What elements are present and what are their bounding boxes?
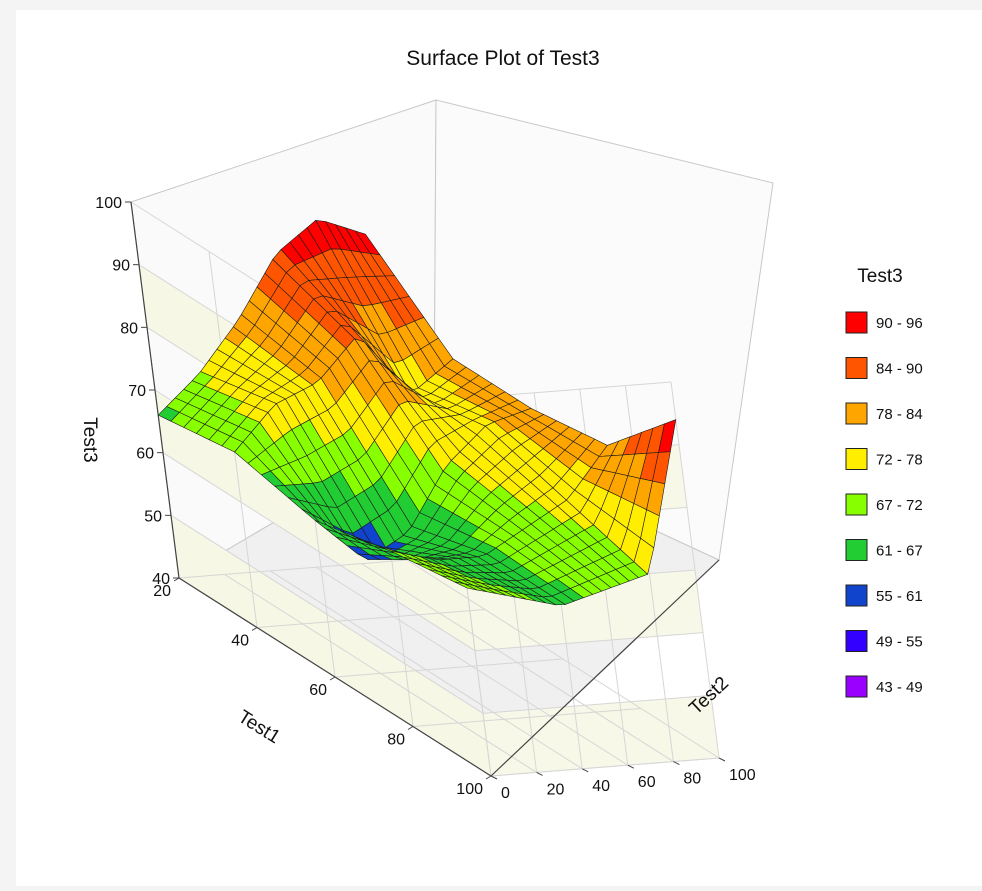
x-tick-label: 60 (309, 682, 327, 699)
y-tick-mark (581, 768, 589, 773)
legend-swatch (845, 448, 868, 470)
chart-panel: Surface Plot of Test3 40 50 60 70 80 90 100 20 4… (16, 10, 982, 886)
z-axis-label: Test3 (79, 417, 100, 462)
x-tick-mark (251, 627, 258, 631)
gridline (315, 566, 629, 766)
y-tick-mark (627, 764, 635, 769)
gridline (256, 609, 486, 628)
x-tick-mark (485, 775, 492, 780)
z-tick-label: 90 (112, 258, 130, 275)
gridline (490, 757, 720, 777)
gridline (178, 559, 408, 579)
y-tick-label: 0 (501, 785, 510, 802)
gridline (170, 514, 484, 714)
y-tick-mark (536, 771, 543, 776)
z-tick-label: 50 (144, 508, 162, 525)
z-tick-label: 60 (136, 446, 154, 463)
legend-swatch (845, 402, 868, 425)
gridline (269, 570, 583, 770)
legend-item-label: 67 - 72 (876, 497, 923, 514)
surface-chart: Surface Plot of Test3 405060708090100204… (79, 47, 923, 802)
y-axis-line (490, 559, 720, 777)
y-tick-label: 60 (638, 774, 656, 791)
gridline (334, 658, 564, 678)
z-tick-label: 70 (128, 383, 146, 400)
legend-swatch (845, 539, 868, 561)
legend-title: Test3 (857, 266, 902, 287)
surface-cell (454, 581, 477, 591)
y-tick-label: 80 (683, 771, 701, 788)
legend-item-label: 43 - 49 (876, 679, 923, 696)
legend-swatch (845, 630, 868, 652)
legend-swatch (845, 584, 868, 607)
x-axis-label: Test1 (234, 706, 284, 748)
z-tick-label: 80 (120, 320, 138, 337)
gridline (406, 559, 720, 759)
legend-swatch (845, 493, 868, 516)
legend: Test3 90 - 96 84 - 90 78 - 84 72 - 78 67 - 7… (845, 266, 923, 698)
gridline (412, 708, 642, 727)
legend-swatch (845, 675, 868, 698)
z-tick-label: 40 (152, 571, 170, 588)
gridline (162, 452, 476, 652)
legend-item-label: 49 - 55 (876, 634, 923, 651)
x-tick-mark (173, 577, 180, 582)
legend-swatch (845, 357, 868, 379)
legend-swatch (845, 311, 868, 334)
x-tick-label: 40 (231, 633, 249, 650)
y-tick-mark (673, 761, 680, 766)
legend-item-label: 61 - 67 (876, 543, 923, 560)
y-tick-label: 20 (547, 781, 565, 798)
x-tick-mark (329, 676, 336, 681)
legend-item-label: 90 - 96 (876, 315, 923, 332)
y-tick-mark (718, 757, 726, 762)
gridline (361, 563, 674, 763)
legend-item-label: 84 - 90 (876, 361, 923, 378)
x-tick-label: 20 (153, 583, 171, 600)
legend-item-label: 78 - 84 (876, 406, 923, 423)
y-tick-label: 40 (592, 778, 610, 795)
gridline (474, 632, 704, 652)
wall-band (483, 695, 719, 776)
surface-mesh (157, 219, 677, 606)
x-tick-label: 100 (456, 781, 483, 798)
z-tick-label: 100 (95, 195, 122, 212)
chart-title: Surface Plot of Test3 (406, 47, 599, 70)
gridline (224, 573, 537, 773)
x-tick-mark (407, 726, 414, 730)
x-tick-label: 80 (387, 732, 405, 749)
legend-item-label: 72 - 78 (876, 452, 923, 469)
y-tick-label: 100 (729, 767, 756, 784)
gridline (482, 694, 712, 714)
legend-item-label: 55 - 61 (876, 588, 923, 605)
y-tick-mark (490, 775, 498, 780)
